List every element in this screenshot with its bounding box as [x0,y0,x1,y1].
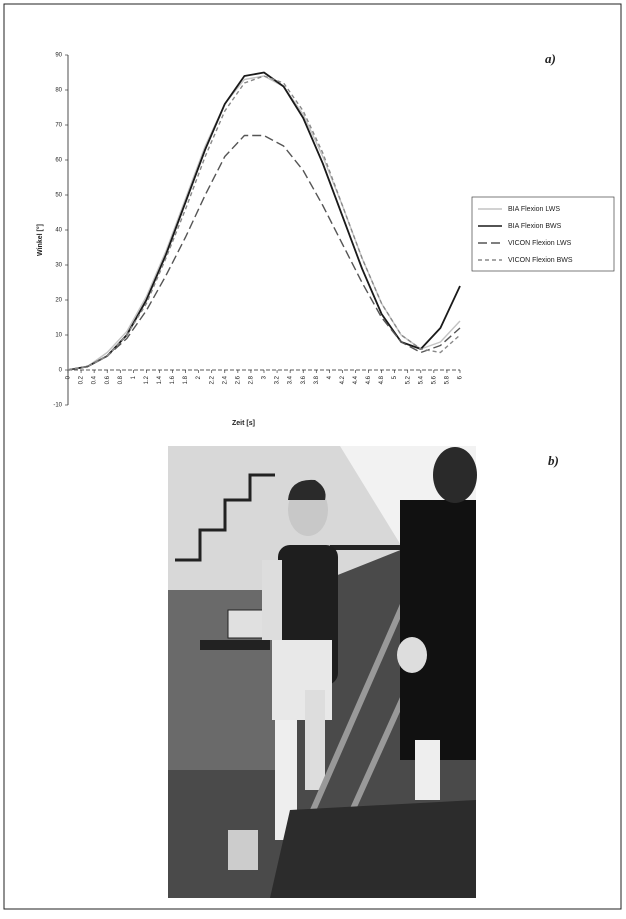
legend-label: BIA Flexion LWS [508,206,560,213]
y-tick-label: 90 [55,53,62,59]
y-tick-label: 10 [55,333,62,339]
x-tick-label: 5.4 [418,375,424,384]
y-tick-label: 70 [55,123,62,129]
panel-label: a) [545,51,556,66]
x-tick-label: 5.2 [405,375,411,384]
x-tick-label: 3.6 [301,375,307,384]
x-tick-label: 1.6 [170,375,176,384]
x-axis-label: Zeit [s] [232,420,255,427]
photo [168,446,477,898]
x-tick-label: 0.2 [79,375,85,384]
x-tick-label: 1.4 [157,375,163,384]
legend-label: VICON Flexion LWS [508,240,572,247]
legend-label: VICON Flexion BWS [508,257,573,264]
x-tick-label: 5.6 [431,375,437,384]
panel-label: b) [548,453,559,468]
x-tick-label: 3.2 [275,375,281,384]
x-tick-label: 4.2 [340,375,346,384]
legend-label: BIA Flexion BWS [508,223,562,230]
x-tick-label: 0.4 [92,375,98,384]
x-tick-label: 1.8 [183,375,189,384]
x-tick-label: 4.4 [353,375,359,384]
x-tick-label: 4.8 [379,375,385,384]
x-tick-label: 2.6 [235,375,241,384]
y-axis-label: Winkel [°] [36,224,44,256]
y-tick-label: 60 [55,158,62,164]
y-tick-label: 40 [55,228,62,234]
x-tick-label: 4.6 [366,375,372,384]
x-tick-label: 3.8 [314,375,320,384]
y-tick-label: 80 [55,88,62,94]
page: a) b) Zeit [s] Winkel [°] -1001020304050… [0,0,626,914]
y-tick-label: 30 [55,263,62,269]
x-tick-label: 3.4 [288,375,294,384]
x-tick-label: 0.8 [118,375,124,384]
y-tick-label: 20 [55,298,62,304]
y-tick-label: -10 [53,403,62,409]
x-tick-label: 2.2 [209,375,215,384]
x-tick-label: 2.4 [222,375,228,384]
x-tick-label: 2.8 [249,375,255,384]
x-tick-label: 0.6 [105,375,111,384]
y-tick-label: 50 [55,193,62,199]
x-tick-label: 1.2 [144,375,150,384]
x-tick-label: 5.8 [445,375,451,384]
